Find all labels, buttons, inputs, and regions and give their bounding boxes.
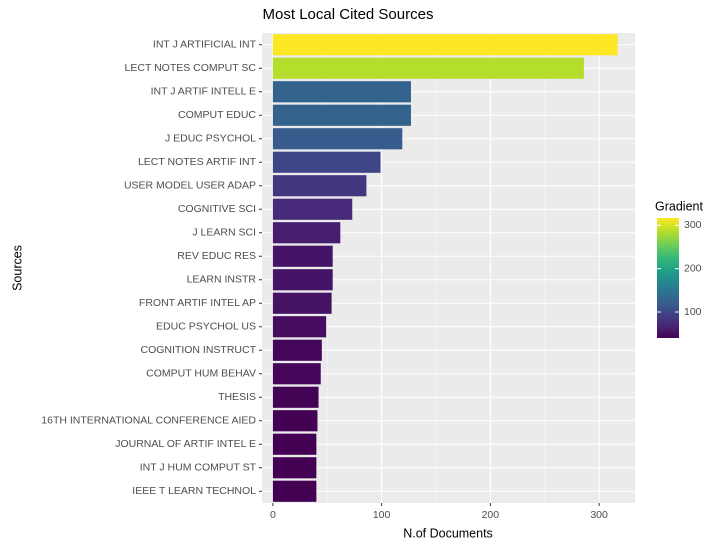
y-tick-label: INT J ARTIFICIAL INT bbox=[153, 39, 257, 51]
bar bbox=[272, 151, 381, 173]
bar bbox=[272, 222, 341, 244]
bar bbox=[272, 57, 584, 79]
bar bbox=[272, 269, 333, 291]
y-tick-label: IEEE T LEARN TECHNOL bbox=[132, 485, 256, 497]
y-tick-label: 16TH INTERNATIONAL CONFERENCE AIED bbox=[41, 415, 256, 427]
y-tick-label: LECT NOTES ARTIF INT bbox=[138, 156, 257, 168]
y-tick-label: REV EDUC RES bbox=[177, 250, 256, 262]
y-tick-label: LECT NOTES COMPUT SC bbox=[125, 62, 257, 74]
bar bbox=[272, 363, 321, 385]
bar bbox=[272, 128, 403, 150]
bar bbox=[272, 386, 319, 408]
x-axis-label: N.of Documents bbox=[403, 526, 493, 540]
legend-tick-label: 300 bbox=[684, 219, 702, 231]
y-tick-label: FRONT ARTIF INTEL AP bbox=[139, 297, 256, 309]
chart-title: Most Local Cited Sources bbox=[263, 6, 434, 23]
x-tick-label: 300 bbox=[590, 509, 608, 521]
y-tick-label: JOURNAL OF ARTIF INTEL E bbox=[115, 438, 256, 450]
y-tick-label: LEARN INSTR bbox=[187, 274, 257, 286]
x-tick-label: 100 bbox=[373, 509, 391, 521]
bar bbox=[272, 457, 317, 479]
y-axis-label: Sources bbox=[10, 245, 24, 291]
bar bbox=[272, 34, 618, 56]
bar bbox=[272, 198, 353, 220]
legend-tick-label: 200 bbox=[684, 262, 702, 274]
bar bbox=[272, 339, 322, 361]
legend-title: Gradient bbox=[655, 199, 703, 213]
legend-tick-label: 100 bbox=[684, 306, 702, 318]
y-tick-label: USER MODEL USER ADAP bbox=[124, 180, 256, 192]
bar bbox=[272, 316, 327, 338]
y-tick-label: J LEARN SCI bbox=[192, 227, 256, 239]
color-bar bbox=[657, 218, 679, 338]
x-tick-label: 0 bbox=[270, 509, 276, 521]
x-tick-label: 200 bbox=[482, 509, 500, 521]
y-tick-label: INT J ARTIF INTELL E bbox=[151, 86, 256, 98]
bar bbox=[272, 292, 332, 314]
panel bbox=[262, 33, 635, 503]
y-tick-label: THESIS bbox=[218, 391, 256, 403]
y-tick-label: COMPUT HUM BEHAV bbox=[146, 368, 256, 380]
y-tick-label: COGNITIVE SCI bbox=[178, 203, 256, 215]
y-tick-label: COGNITION INSTRUCT bbox=[141, 344, 257, 356]
bar bbox=[272, 104, 411, 126]
bar bbox=[272, 175, 367, 197]
y-tick-label: INT J HUM COMPUT ST bbox=[140, 462, 257, 474]
bar bbox=[272, 480, 317, 502]
bar bbox=[272, 245, 333, 267]
y-tick-label: EDUC PSYCHOL US bbox=[156, 321, 256, 333]
bar bbox=[272, 433, 317, 455]
bar bbox=[272, 410, 318, 432]
y-tick-label: J EDUC PSYCHOL bbox=[165, 133, 256, 145]
y-tick-label: COMPUT EDUC bbox=[178, 109, 256, 121]
bar bbox=[272, 81, 411, 103]
